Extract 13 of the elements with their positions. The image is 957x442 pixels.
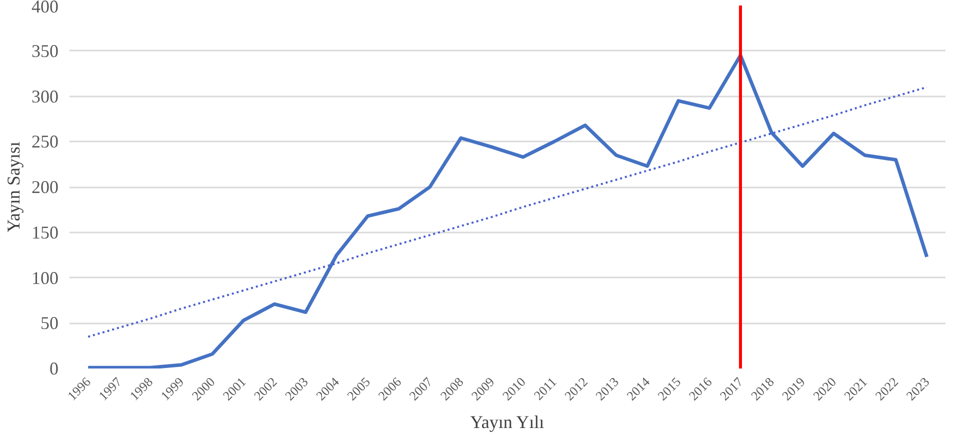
- y-tick-label: 350: [32, 40, 58, 61]
- y-tick-label: 300: [32, 86, 58, 106]
- line-series: [86, 54, 929, 368]
- x-axis-title: Yayın Yılı: [470, 412, 544, 432]
- y-tick-label: 250: [32, 132, 58, 152]
- y-axis-title: Yayın Sayısı: [4, 142, 24, 232]
- y-tick-label: 400: [32, 0, 58, 16]
- y-tick-label: 0: [50, 358, 58, 378]
- y-tick-label: 50: [40, 313, 58, 334]
- y-tick-label: 150: [32, 222, 58, 242]
- y-tick-label: 100: [32, 268, 58, 288]
- x-tick-label: 2011: [530, 374, 560, 403]
- y-tick-label: 200: [32, 177, 58, 197]
